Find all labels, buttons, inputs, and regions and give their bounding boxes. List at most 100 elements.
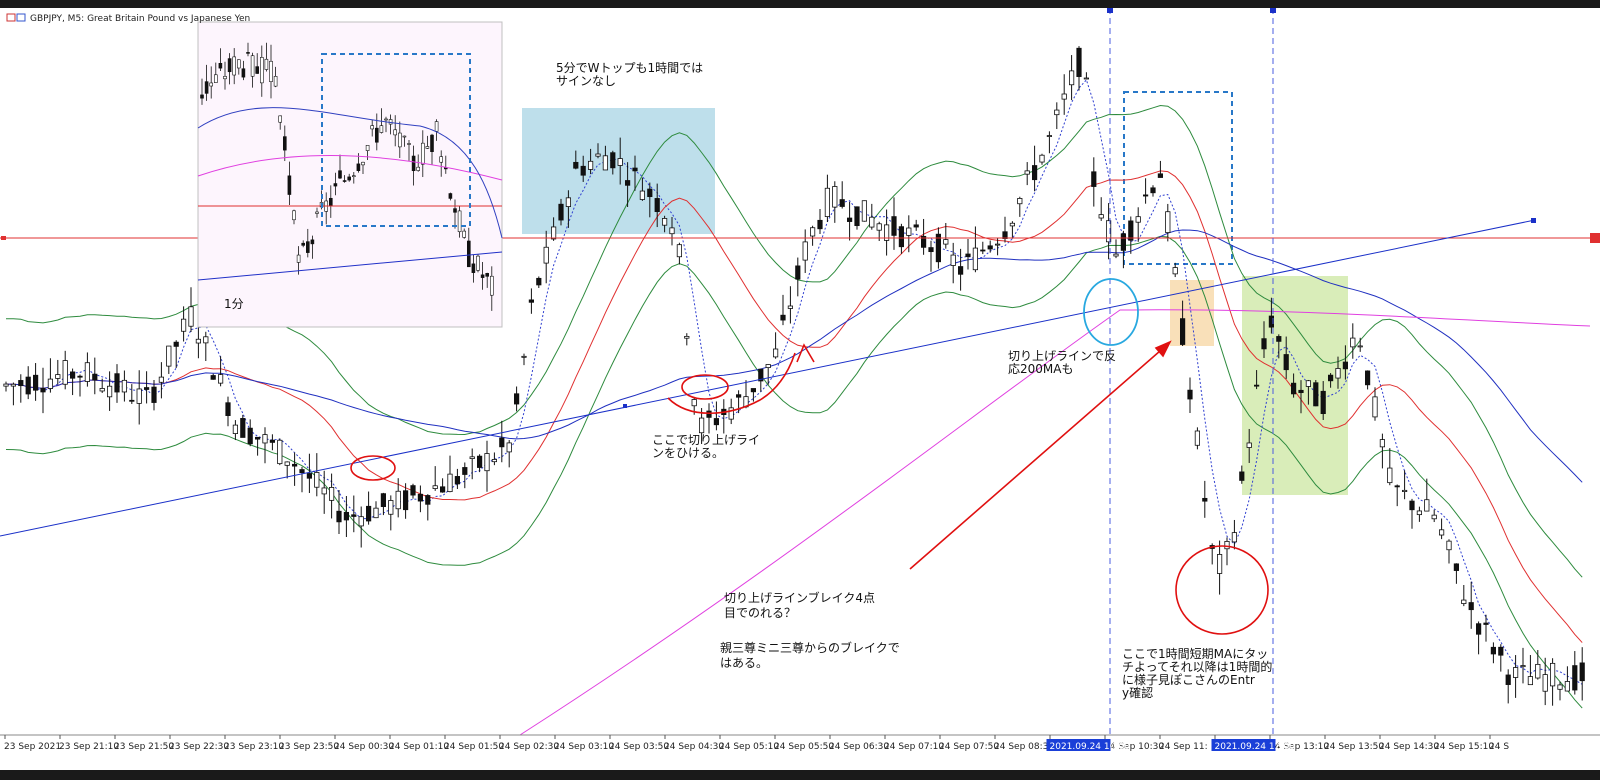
price-chart[interactable]: 1分 GBPJPY, M5: Great Britain Pound vs Ja… [0, 8, 1600, 770]
trendline [0, 219, 1536, 537]
inset-candle-body [241, 68, 246, 78]
symbol-icon [6, 13, 16, 22]
symbol-title: GBPJPY, M5: Great Britain Pound vs Japan… [30, 14, 250, 24]
candle-body [1106, 220, 1112, 243]
candle-body [1217, 554, 1223, 574]
candle-body [506, 442, 512, 453]
candle-body [1409, 500, 1415, 511]
candle-body [1394, 485, 1400, 488]
candle-body [1483, 622, 1489, 625]
candle-body [1076, 47, 1082, 77]
candle-body [906, 227, 912, 236]
trendline-anchor-2 [1531, 218, 1536, 223]
x-tick-label: 24 Sep 13:10 [1269, 742, 1329, 752]
inset-candle-body [204, 81, 209, 94]
x-tick-label: 24 Sep 02:30 [499, 742, 559, 752]
inset-candle-body [269, 60, 273, 82]
candle-body [884, 224, 890, 241]
candle-body [1024, 170, 1030, 175]
candle-body [1468, 602, 1474, 611]
candle-body [195, 338, 201, 344]
candle-body [40, 387, 46, 393]
inset-label: 1分 [224, 297, 244, 311]
inset-candle-body [255, 66, 259, 74]
candle-body [528, 299, 535, 303]
x-tick-label: 23 Sep 2021 [4, 742, 61, 752]
note-note-w-top: 5分でWトップも1時間ではサインなし [556, 61, 703, 88]
candle-body [943, 239, 949, 245]
candle-body [225, 402, 231, 416]
candle-body [373, 507, 379, 519]
candle-body [136, 388, 142, 404]
candle-body [987, 245, 993, 250]
candle-body [1002, 231, 1008, 239]
candle-body [891, 216, 897, 236]
candle-body [1520, 665, 1526, 668]
candle-body [521, 355, 527, 358]
candle-body [55, 374, 61, 379]
inset-candle-body [227, 58, 232, 73]
candle-body [365, 505, 372, 522]
candle-body [388, 500, 394, 515]
candle-body [395, 490, 401, 510]
inset-candle-body [259, 57, 264, 84]
candle-body [484, 453, 490, 472]
inset-candle-body [305, 241, 310, 253]
inset-candle-body [476, 255, 480, 271]
candle-body [188, 306, 194, 327]
candle-body [1557, 684, 1563, 690]
inset-candle-body [466, 240, 471, 268]
inset-candle-body [218, 62, 223, 69]
candle-body [462, 467, 468, 475]
inset-candle-body [209, 82, 213, 87]
candle-body [380, 493, 387, 507]
x-tick-label: 24 Sep 03:10 [554, 742, 614, 752]
candle-body [832, 186, 838, 208]
one-minute-inset: 1分 [197, 21, 503, 328]
candle-body [284, 461, 290, 466]
x-tick-label: 24 Sep 00:30 [334, 742, 394, 752]
candle-body [1476, 623, 1482, 635]
inset-candle-body [480, 274, 485, 278]
candle-body [299, 469, 305, 474]
candle-body [1083, 77, 1089, 80]
circle-low-0430 [681, 374, 729, 400]
candle-body [847, 217, 853, 222]
inset-candle-body [200, 94, 204, 99]
candle-body [536, 277, 542, 286]
candle-body [1172, 267, 1178, 275]
note-note-sanzon: 親三尊ミニ三尊からのブレイクではある。 [720, 640, 900, 670]
candle-body [1387, 467, 1393, 484]
candle-body [669, 227, 675, 235]
candle-body [1335, 368, 1341, 379]
inset-candle-body [489, 275, 494, 296]
candle-body [351, 514, 357, 517]
candle-body [1091, 171, 1097, 187]
inset-candle-body [292, 210, 296, 221]
candle-body [328, 487, 335, 501]
candle-body [99, 388, 105, 392]
inset-candle-body [223, 76, 227, 80]
candle-body [1505, 674, 1511, 685]
candle-body [647, 188, 653, 198]
inset-candle-body [379, 125, 384, 133]
candle-body [1135, 216, 1141, 223]
inset-candle-body [232, 56, 236, 76]
candle-body [92, 373, 98, 381]
candle-body [602, 155, 609, 171]
inset-candle-body [374, 127, 379, 143]
vertical-marker-top-2 [1270, 8, 1276, 13]
annotation-notes: 5分でWトップも1時間ではサインなしここで切り上げラインをひける。切り上げライン… [556, 61, 1272, 700]
candle-body [173, 341, 179, 347]
inset-candle-body [388, 119, 393, 125]
inset-candle-body [338, 170, 342, 179]
candle-body [810, 227, 816, 237]
inset-dashed-box [321, 53, 471, 227]
x-tick-label: 23 Sep 23:10 [224, 742, 284, 752]
inset-candle-body [420, 142, 425, 165]
x-highlight-label: 2021.09.24 12:00 [1215, 742, 1296, 752]
candle-body [617, 158, 623, 166]
candle-body [277, 439, 283, 465]
candle-body [1298, 389, 1304, 394]
candle-body [795, 265, 801, 280]
